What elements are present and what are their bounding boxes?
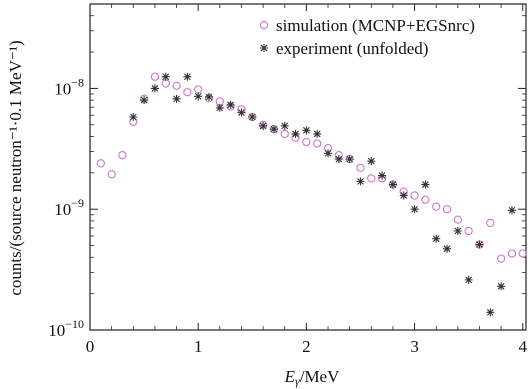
legend-label: simulation (MCNP+EGSnrc) [276,16,475,35]
x-axis-title-subscript: γ [295,374,300,388]
simulation-point [118,151,127,160]
simulation-point [280,129,289,139]
experiment-point [345,155,354,164]
series-simulation [96,72,527,263]
experiment-point [507,206,516,215]
legend-marker-experiment [260,44,268,52]
experiment-point [237,108,246,117]
simulation-point [432,202,441,211]
experiment-point [194,92,203,101]
experiment-point [291,129,300,138]
experiment-point [140,96,149,105]
y-axis-title: counts/(source neutron⁻¹·0.1 MeV⁻¹) [6,40,25,295]
experiment-point [313,129,322,138]
y-tick-label: 10−8 [54,75,84,98]
simulation-point [96,159,105,168]
experiment-point [269,125,278,134]
simulation-point [367,174,376,183]
simulation-point [313,139,322,148]
y-axis-ticks: 10−10 10−9 10−8 [48,75,526,340]
y-tick-label: 10−9 [54,196,84,219]
experiment-point [161,72,170,81]
experiment-point [475,240,484,249]
experiment-point [280,121,289,130]
simulation-point [150,72,160,81]
experiment-point [388,180,397,189]
experiment-point [432,234,441,243]
simulation-point [421,195,430,204]
x-axis-ticks: 0 1 2 3 4 [86,4,528,356]
plot-area [89,3,527,331]
experiment-point [172,94,181,103]
simulation-point [507,249,517,258]
experiment-point [129,113,138,122]
x-tick-label: 1 [194,337,203,356]
legend: simulation (MCNP+EGSnrc) experiment (unfo… [259,16,475,58]
experiment-point [259,121,268,130]
experiment-point [334,155,343,164]
simulation-point [464,226,473,236]
plot-frame [89,3,527,331]
simulation-point [107,170,116,179]
x-axis-title: Eγ/MeV [284,367,341,388]
x-tick-label: 2 [302,337,311,356]
simulation-point [302,137,311,147]
experiment-point [183,72,192,81]
x-axis-title-main: E [284,367,296,386]
experiment-point [150,84,159,93]
x-tick-label: 3 [410,337,419,356]
simulation-point [486,218,495,228]
simulation-point [161,79,170,88]
experiment-point [486,308,495,317]
simulation-point [194,85,203,94]
experiment-point [205,92,214,101]
x-tick-label: 0 [86,337,95,356]
experiment-point [378,171,387,180]
experiment-point [356,177,365,186]
experiment-point [248,113,257,122]
simulation-point [518,249,527,258]
experiment-point [410,205,419,214]
experiment-point [302,126,311,135]
simulation-point [410,191,419,200]
simulation-point [356,163,365,173]
experiment-point [443,244,452,253]
legend-label: experiment (unfolded) [276,39,428,58]
x-axis-title-unit: /MeV [300,367,340,386]
experiment-point [399,191,408,200]
data-series [96,72,527,317]
simulation-point [183,88,192,97]
experiment-point [215,103,224,112]
simulation-point [172,81,181,91]
experiment-point [464,275,473,284]
simulation-point [496,254,506,263]
legend-marker-simulation [259,20,269,30]
experiment-point [421,180,430,189]
x-tick-label: 4 [519,337,528,356]
experiment-point [497,282,506,291]
experiment-point [453,227,462,236]
experiment-point [226,100,235,109]
series-experiment [129,72,516,317]
experiment-point [324,149,333,158]
y-tick-label: 10−10 [48,317,84,340]
simulation-point [442,205,452,214]
simulation-point [453,215,462,224]
experiment-point [367,157,376,166]
